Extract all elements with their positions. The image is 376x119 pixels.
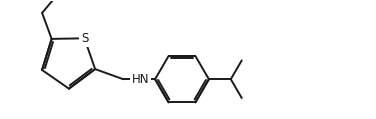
Text: S: S	[81, 32, 88, 45]
Text: HN: HN	[131, 73, 149, 86]
